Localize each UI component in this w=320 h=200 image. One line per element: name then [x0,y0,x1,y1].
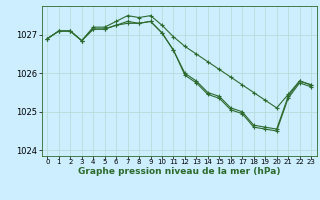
X-axis label: Graphe pression niveau de la mer (hPa): Graphe pression niveau de la mer (hPa) [78,167,280,176]
